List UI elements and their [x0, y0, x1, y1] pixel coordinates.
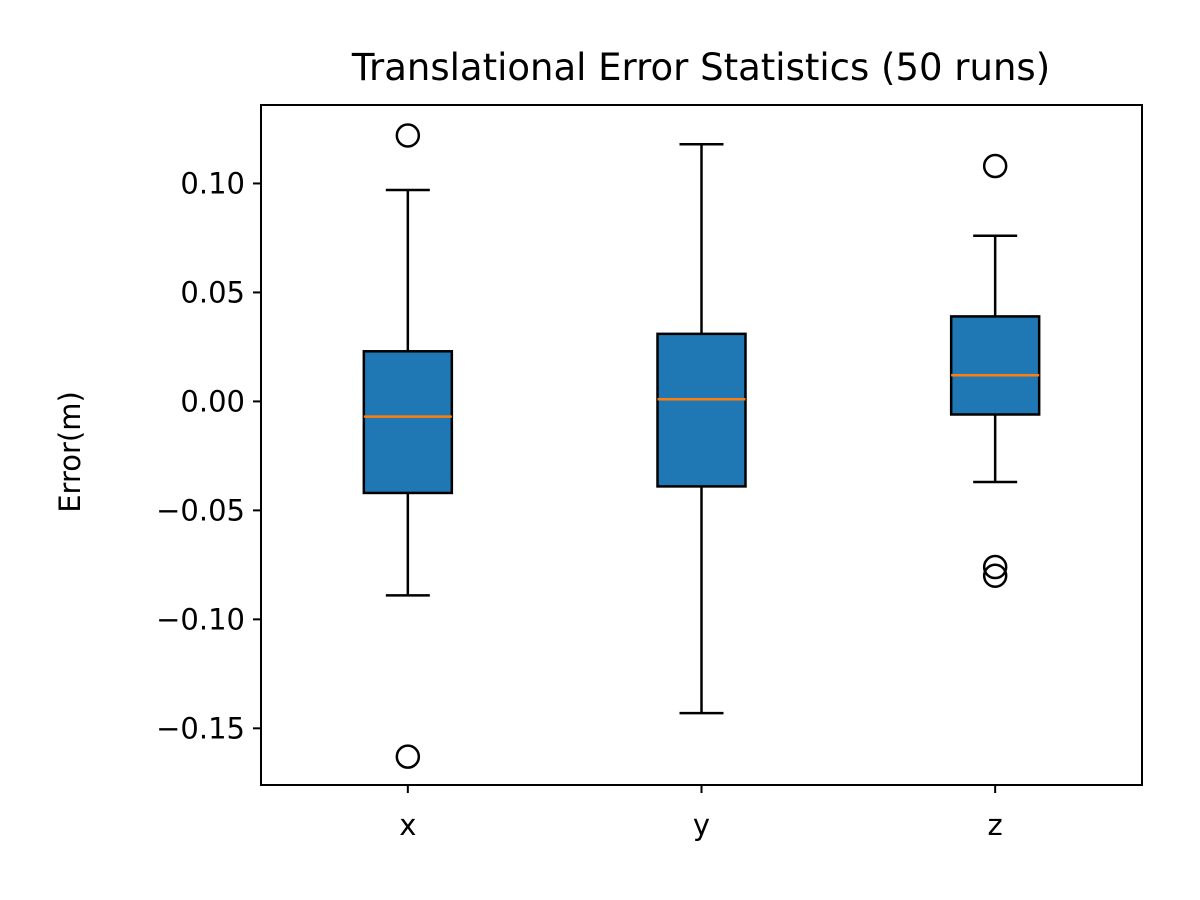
outlier-point [395, 744, 421, 769]
y-axis-label: Error(m) [53, 391, 87, 513]
x-tick-label: y [693, 808, 710, 842]
box-group-z [949, 153, 1041, 589]
outlier-point [982, 563, 1008, 589]
y-tick-label: 0.05 [180, 275, 245, 309]
y-tick-label: 0.00 [180, 384, 245, 418]
outlier-point [982, 153, 1008, 179]
y-tick-label: 0.10 [180, 166, 245, 200]
box-series [362, 123, 1041, 769]
outlier-point [982, 554, 1008, 580]
box-group-x [362, 123, 454, 769]
outlier-point [395, 123, 421, 148]
chart-title: Translational Error Statistics (50 runs) [351, 46, 1050, 89]
y-tick-label: −0.15 [156, 711, 245, 745]
interquartile-box [949, 315, 1041, 416]
x-tick-label: z [988, 808, 1003, 842]
y-axis-ticks: 0.10 0.05 0.00 −0.05 −0.10 −0.15 [156, 166, 261, 745]
y-tick-label: −0.05 [156, 493, 245, 527]
x-axis-ticks: x y z [399, 785, 1003, 842]
interquartile-box [656, 332, 747, 488]
y-tick-label: −0.10 [156, 602, 245, 636]
x-tick-label: x [399, 808, 416, 842]
interquartile-box [362, 350, 454, 495]
box-group-y [656, 142, 747, 715]
